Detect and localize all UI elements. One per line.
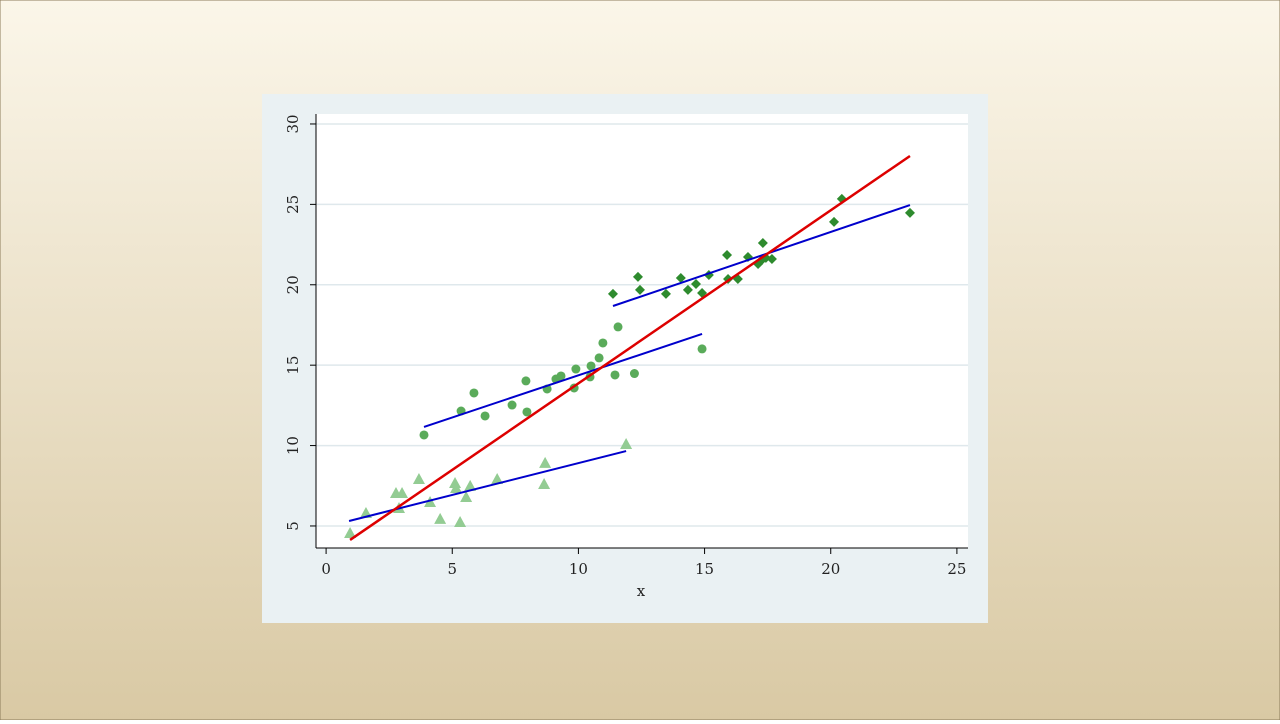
point [620,437,633,449]
point [634,284,645,295]
point [412,473,425,485]
point [454,515,467,527]
point [571,364,581,374]
point [766,254,777,265]
point [629,369,639,379]
point [556,371,566,381]
point [521,376,531,386]
x-tick-label: 20 [821,560,840,578]
point [610,370,620,380]
x-tick-label: 15 [695,560,714,578]
point [538,478,551,490]
point [507,400,517,410]
point [522,407,532,417]
fit-line [423,333,703,428]
y-tick-label: 5 [284,521,302,531]
y-tick-label: 25 [284,195,302,214]
point [586,361,596,371]
point [449,477,462,489]
y-tick-label: 15 [284,356,302,375]
point [829,216,840,227]
point [460,491,473,503]
point [607,288,618,299]
point [594,353,604,363]
point [613,322,623,332]
point [344,527,357,539]
point [722,250,733,261]
point [697,344,707,354]
y-tick-label: 30 [284,114,302,133]
point [480,411,490,421]
point [682,284,693,295]
point [396,487,409,499]
point [690,278,701,289]
plot-area [316,114,968,548]
point [491,473,504,485]
point [675,273,686,284]
y-tick-label: 10 [284,436,302,455]
x-tick-label: 10 [569,560,588,578]
point [598,338,608,348]
x-tick-label: 5 [447,560,457,578]
point [757,237,768,248]
fit-line [612,204,911,307]
y-tick-label: 20 [284,275,302,294]
x-tick-label: 25 [947,560,966,578]
point [434,512,447,524]
point [539,456,552,468]
x-axis-label: x [637,582,646,600]
point [904,207,915,218]
point [419,430,429,440]
point [660,288,671,299]
point [450,482,463,494]
point [464,479,477,491]
x-tick-label: 0 [321,560,331,578]
point [469,388,479,398]
fit-line [349,154,911,541]
point [632,271,643,282]
